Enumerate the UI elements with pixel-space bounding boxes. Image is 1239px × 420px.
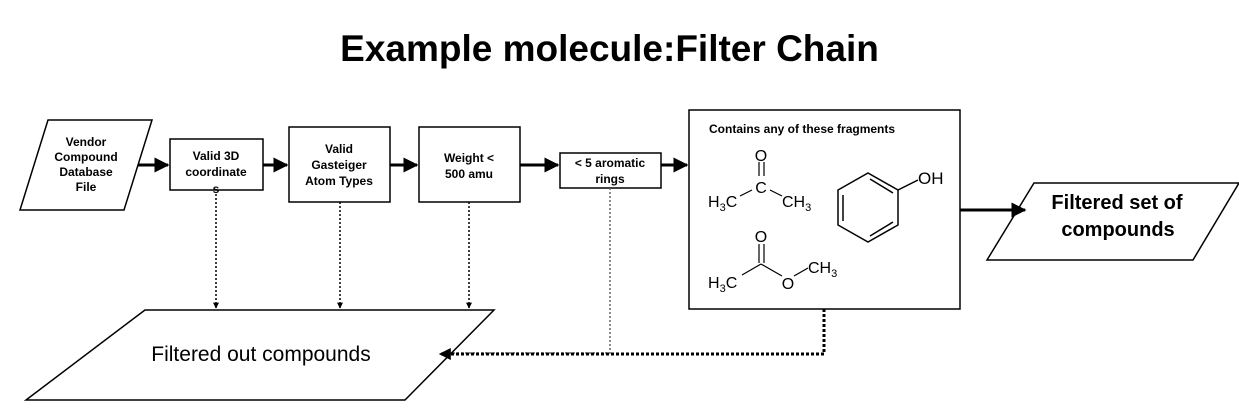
filter-aromatic-line-2: rings bbox=[595, 172, 625, 186]
filter-weight-line-1: Weight < bbox=[444, 151, 494, 165]
rejected-node: Filtered out compounds bbox=[23, 309, 496, 401]
reject-arrow-fragments bbox=[438, 309, 826, 360]
filter-valid-3d: Valid 3D coordinate s bbox=[169, 138, 264, 196]
output-node: Filtered set of compounds bbox=[985, 182, 1239, 261]
acetate-carbonyl-oxygen: O bbox=[755, 229, 767, 246]
reject-arrows bbox=[213, 188, 826, 360]
source-node: Vendor Compound Database File bbox=[18, 119, 154, 211]
output-label-line-1: Filtered set of bbox=[1051, 192, 1182, 214]
filter-gasteiger: Valid Gasteiger Atom Types bbox=[288, 126, 391, 203]
acetate-ch3: CH3 bbox=[808, 260, 837, 280]
filter-valid-3d-box bbox=[169, 138, 264, 191]
filter-weight-box bbox=[418, 126, 521, 203]
main-flow-arrows bbox=[138, 157, 1027, 218]
fragments-filter: Contains any of these fragments O C H3C … bbox=[688, 109, 961, 310]
source-shape bbox=[18, 119, 154, 211]
filter-aromatic: < 5 aromatic rings bbox=[559, 152, 662, 189]
rejected-label: Filtered out compounds bbox=[151, 343, 370, 366]
fragments-box bbox=[688, 109, 961, 310]
phenol-structure bbox=[837, 172, 919, 243]
acetate-h3c: H3C bbox=[708, 275, 737, 295]
filter-gasteiger-line-2: Gasteiger bbox=[311, 158, 367, 172]
source-label-line-3: Database bbox=[59, 165, 113, 179]
filter-gasteiger-line-3: Atom Types bbox=[305, 174, 373, 188]
filter-valid-3d-line-2: coordinate bbox=[185, 165, 247, 179]
source-label-line-4: File bbox=[76, 180, 97, 194]
output-label-line-2: compounds bbox=[1061, 219, 1174, 241]
phenol-hydroxyl: OH bbox=[918, 169, 944, 188]
filter-gasteiger-line-1: Valid bbox=[325, 142, 353, 156]
acetone-carbon: C bbox=[755, 180, 767, 197]
filter-valid-3d-line-1: Valid 3D bbox=[193, 149, 240, 163]
acetate-structure bbox=[741, 244, 809, 277]
filter-valid-3d-line-3: s bbox=[213, 182, 220, 196]
filter-aromatic-line-1: < 5 aromatic bbox=[575, 156, 646, 170]
acetone-structure bbox=[739, 162, 783, 197]
acetone-h3c: H3C bbox=[708, 194, 737, 214]
source-label-line-1: Vendor bbox=[66, 135, 107, 149]
diagram-title: Example molecule:Filter Chain bbox=[340, 28, 879, 69]
fragments-title: Contains any of these fragments bbox=[709, 122, 895, 136]
reject-arrow-aromatic bbox=[446, 188, 611, 354]
acetone-oxygen: O bbox=[755, 148, 767, 165]
acetone-ch3: CH3 bbox=[782, 194, 811, 214]
acetate-ester-oxygen: O bbox=[782, 276, 794, 293]
source-label-line-2: Compound bbox=[54, 150, 117, 164]
rejected-shape bbox=[23, 309, 496, 401]
output-shape bbox=[985, 182, 1239, 261]
filter-weight-line-2: 500 amu bbox=[445, 167, 493, 181]
filter-weight: Weight < 500 amu bbox=[418, 126, 521, 203]
